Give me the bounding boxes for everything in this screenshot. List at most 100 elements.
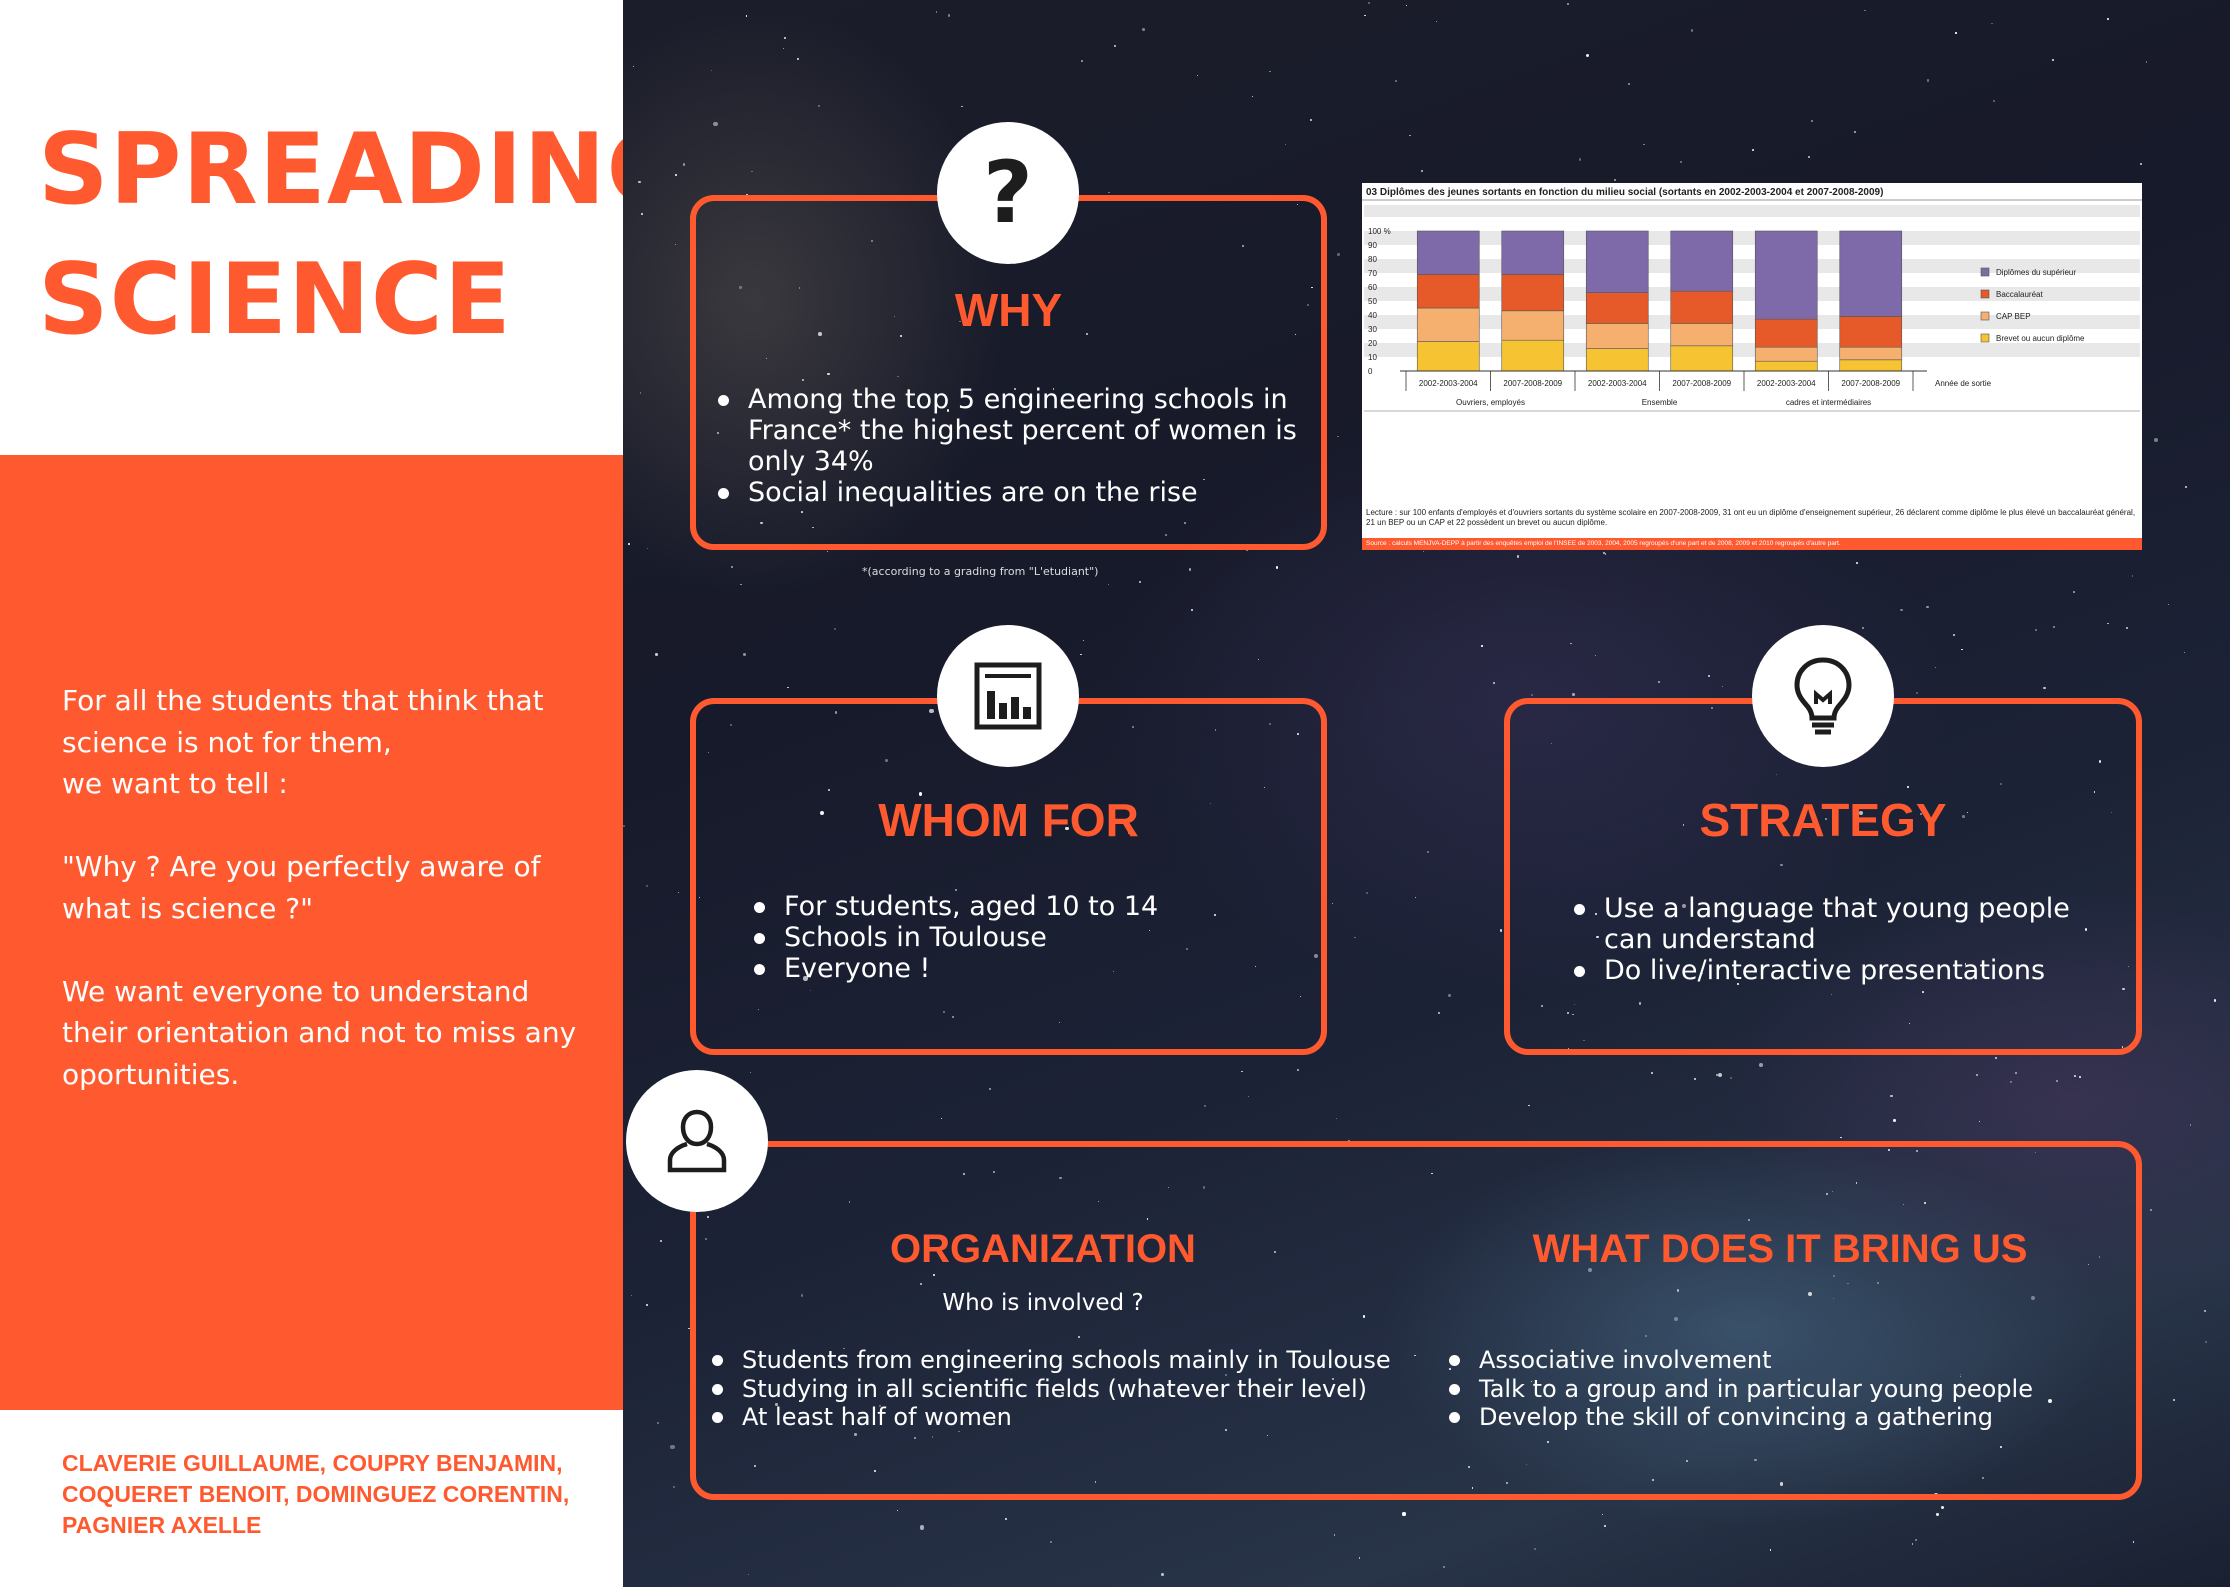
title-area [0, 0, 623, 455]
star [1711, 706, 1714, 709]
star [1258, 659, 1260, 661]
why-icon-badge: ? [937, 122, 1079, 264]
star [1530, 694, 1533, 697]
star [1335, 1117, 1338, 1120]
star [2173, 1399, 2175, 1401]
star [1831, 994, 1833, 996]
star [1604, 553, 1606, 555]
star [1680, 161, 1683, 164]
bar-segment [1839, 346, 1903, 361]
star [1855, 1182, 1858, 1184]
star [1721, 685, 1724, 688]
star [1676, 1289, 1679, 1292]
star [940, 1117, 943, 1120]
chart-source: Source : calculs MENJVA-DEPP à partir de… [1366, 540, 1841, 547]
star [1595, 654, 1597, 656]
star [1108, 191, 1110, 194]
star [655, 653, 658, 656]
benefits-bullets: Associative involvement Talk to a group … [1445, 1346, 2105, 1432]
star [1078, 1335, 1080, 1338]
star [1209, 802, 1211, 805]
star [1294, 333, 1296, 335]
star [758, 1008, 760, 1010]
strategy-heading: STRATEGY [1699, 794, 1947, 846]
star [1935, 666, 1937, 668]
star [1471, 1487, 1474, 1489]
star [1683, 824, 1685, 826]
star [1915, 1539, 1917, 1541]
star [1681, 904, 1687, 909]
star [2139, 162, 2142, 166]
star [1955, 32, 1957, 34]
intro-line: we want to tell : [62, 767, 288, 800]
star [1916, 691, 1918, 694]
star [2043, 686, 2046, 690]
star [1059, 1176, 1062, 1180]
star [1241, 1071, 1243, 1073]
star [2010, 1081, 2012, 1084]
bar-segment [1416, 307, 1480, 342]
star [713, 121, 718, 126]
star [1752, 149, 1754, 152]
bar-segment [1501, 310, 1565, 341]
y-tick-label: 50 [1368, 297, 1377, 306]
x-axis-title: Année de sortie [1935, 379, 1992, 388]
star [2106, 622, 2109, 625]
star [1431, 1172, 1433, 1175]
star [920, 1525, 925, 1530]
star [1414, 1354, 1416, 1357]
star [1113, 44, 1117, 48]
star [716, 432, 720, 435]
whom-for-heading: WHOM FOR [878, 794, 1139, 846]
star [1337, 253, 1340, 256]
star [787, 687, 789, 689]
star [1858, 810, 1864, 815]
star [1275, 566, 1278, 569]
star [1807, 1291, 1812, 1296]
star [1651, 1479, 1654, 1481]
star [1861, 627, 1864, 630]
star [1654, 1354, 1656, 1357]
star [784, 36, 787, 39]
y-tick-label: 80 [1368, 255, 1377, 264]
y-tick-label: 70 [1368, 269, 1377, 278]
star [765, 357, 768, 360]
bar-segment [1670, 345, 1734, 372]
star [827, 372, 830, 375]
star [675, 174, 678, 177]
y-tick-label: 40 [1368, 311, 1377, 320]
whom-for-icon-badge [937, 625, 1079, 767]
star [2085, 928, 2088, 931]
intro-line: For all the students that think that [62, 684, 544, 717]
star [2189, 1124, 2192, 1126]
star [1142, 28, 1145, 31]
group-label: Ensemble [1642, 398, 1678, 407]
star [698, 896, 701, 899]
star [1268, 722, 1271, 725]
star [1999, 782, 2003, 786]
why-bullets: Among the top 5 engineering schools in F… [714, 384, 1314, 508]
star [1978, 1121, 1980, 1123]
star [749, 1071, 751, 1073]
star [1693, 1077, 1697, 1080]
star [1586, 53, 1590, 57]
star [704, 1238, 707, 1241]
group-label: cadres et intermédiaires [1786, 398, 1871, 407]
star [2087, 1264, 2090, 1266]
star [1588, 1268, 1593, 1273]
star [674, 243, 677, 245]
star [1579, 158, 1582, 161]
star [993, 1420, 996, 1423]
star [1014, 387, 1017, 390]
intro-line: science is not for them, [62, 725, 392, 759]
star [929, 708, 934, 714]
star [1960, 1373, 1962, 1375]
star [706, 1215, 709, 1218]
star [1196, 74, 1199, 77]
star [798, 287, 800, 289]
star [2132, 1541, 2135, 1544]
chart-grid-band [1364, 343, 2140, 357]
intro-line: what is science ?" [62, 891, 313, 925]
list-item: Studying in all scientific fields (whate… [708, 1375, 1398, 1404]
star [1748, 1219, 1750, 1221]
